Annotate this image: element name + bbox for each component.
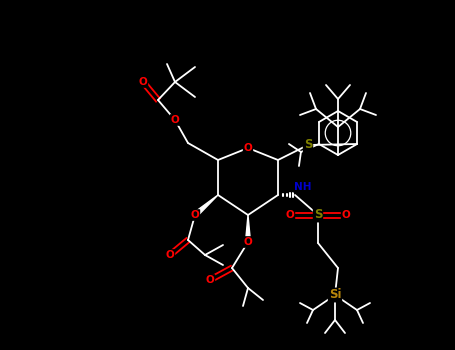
Text: O: O	[171, 115, 179, 125]
Text: O: O	[166, 250, 174, 260]
Text: S: S	[314, 209, 322, 222]
Text: NH: NH	[294, 182, 312, 192]
Text: S: S	[304, 139, 312, 152]
Polygon shape	[193, 195, 218, 217]
Text: O: O	[243, 237, 253, 247]
Text: O: O	[243, 143, 253, 153]
Polygon shape	[246, 215, 251, 242]
Text: O: O	[286, 210, 294, 220]
Text: O: O	[342, 210, 350, 220]
Text: O: O	[206, 275, 214, 285]
Text: O: O	[139, 77, 147, 87]
Text: Si: Si	[329, 288, 341, 301]
Text: O: O	[191, 210, 199, 220]
